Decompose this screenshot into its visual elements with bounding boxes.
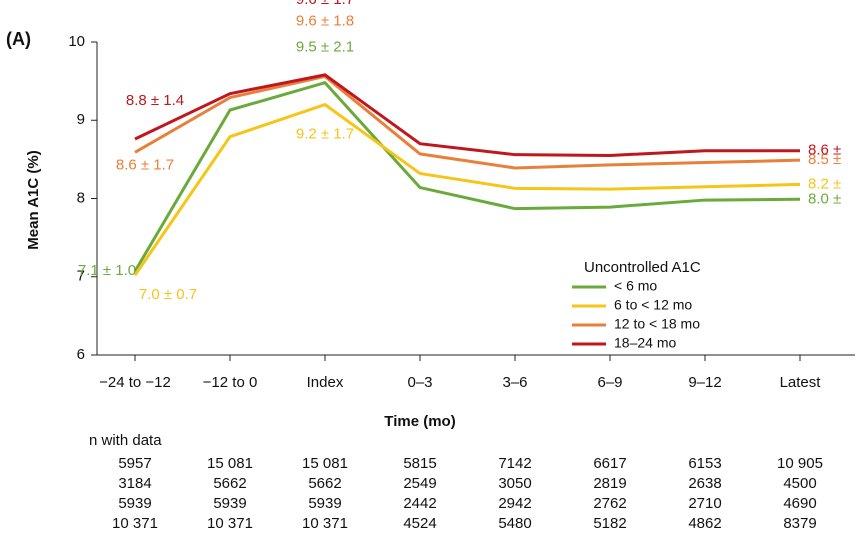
table-cell: 2819 bbox=[593, 475, 626, 492]
value-label: 7.1 ± 1.0 bbox=[78, 262, 136, 279]
legend-label: 18–24 mo bbox=[614, 335, 676, 351]
x-tick-label: −24 to −12 bbox=[99, 374, 171, 391]
value-label: 8.2 ± bbox=[808, 175, 841, 192]
value-label: 8.6 ± bbox=[808, 142, 841, 159]
table-cell: 4862 bbox=[688, 515, 721, 532]
table-cell: 5182 bbox=[593, 515, 626, 532]
table-cell: 5662 bbox=[213, 475, 246, 492]
table-cell: 15 081 bbox=[207, 455, 253, 472]
table-cell: 5815 bbox=[403, 455, 436, 472]
y-tick-label: 10 bbox=[68, 33, 85, 50]
value-label: 9.2 ± 1.7 bbox=[296, 126, 354, 143]
value-label: 9.5 ± 2.1 bbox=[296, 39, 354, 56]
x-tick-label: 9–12 bbox=[688, 374, 721, 391]
legend-label: < 6 mo bbox=[614, 278, 657, 294]
value-label: 8.8 ± 1.4 bbox=[126, 92, 184, 109]
value-label: 9.6 ± 1.8 bbox=[296, 12, 354, 29]
legend-title: Uncontrolled A1C bbox=[584, 259, 701, 276]
table-title: n with data bbox=[89, 432, 162, 449]
x-tick-label: 0–3 bbox=[407, 374, 432, 391]
table-cell: 5939 bbox=[118, 495, 151, 512]
y-axis-title: Mean A1C (%) bbox=[25, 150, 42, 249]
table-cell: 6617 bbox=[593, 455, 626, 472]
table-cell: 7142 bbox=[498, 455, 531, 472]
value-label: 8.5 ± bbox=[808, 151, 841, 168]
x-tick-label: Index bbox=[307, 374, 344, 391]
table-cell: 4690 bbox=[783, 495, 816, 512]
table-cell: 10 371 bbox=[112, 515, 158, 532]
table-cell: 2710 bbox=[688, 495, 721, 512]
table-cell: 8379 bbox=[783, 515, 816, 532]
legend-label: 6 to < 12 mo bbox=[614, 297, 692, 313]
table-cell: 5939 bbox=[213, 495, 246, 512]
table-cell: 6153 bbox=[688, 455, 721, 472]
table-cell: 2442 bbox=[403, 495, 436, 512]
table-cell: 3050 bbox=[498, 475, 531, 492]
table-cell: 3184 bbox=[118, 475, 151, 492]
y-tick-label: 7 bbox=[77, 268, 85, 285]
value-label: 7.0 ± 0.7 bbox=[139, 286, 197, 303]
table-cell: 2762 bbox=[593, 495, 626, 512]
x-tick-label: 6–9 bbox=[597, 374, 622, 391]
legend-label: 12 to < 18 mo bbox=[614, 316, 700, 332]
table-cell: 10 371 bbox=[302, 515, 348, 532]
series-line bbox=[134, 74, 801, 170]
series-line bbox=[134, 73, 800, 157]
table-cell: 5939 bbox=[308, 495, 341, 512]
y-tick-label: 6 bbox=[77, 346, 85, 363]
table-cell: 4524 bbox=[403, 515, 436, 532]
table-cell: 2942 bbox=[498, 495, 531, 512]
table-cell: 2638 bbox=[688, 475, 721, 492]
panel-label: (A) bbox=[6, 29, 31, 49]
table-cell: 2549 bbox=[403, 475, 436, 492]
table-cell: 10 371 bbox=[207, 515, 253, 532]
value-label: 8.0 ± bbox=[808, 190, 841, 207]
series-line bbox=[133, 102, 801, 277]
series-line bbox=[133, 80, 801, 273]
y-tick-label: 8 bbox=[77, 189, 85, 206]
x-tick-label: 3–6 bbox=[502, 374, 527, 391]
table-cell: 15 081 bbox=[302, 455, 348, 472]
y-tick-label: 9 bbox=[77, 111, 85, 128]
table-cell: 5957 bbox=[118, 455, 151, 472]
value-label: 8.6 ± 1.7 bbox=[116, 156, 174, 173]
table-cell: 5480 bbox=[498, 515, 531, 532]
table-cell: 5662 bbox=[308, 475, 341, 492]
value-label: 9.6 ± 1.7 bbox=[296, 0, 354, 8]
table-cell: 10 905 bbox=[777, 455, 823, 472]
x-tick-label: −12 to 0 bbox=[203, 374, 258, 391]
x-tick-label: Latest bbox=[780, 374, 822, 391]
table-cell: 4500 bbox=[783, 475, 816, 492]
x-axis-title: Time (mo) bbox=[384, 413, 455, 430]
